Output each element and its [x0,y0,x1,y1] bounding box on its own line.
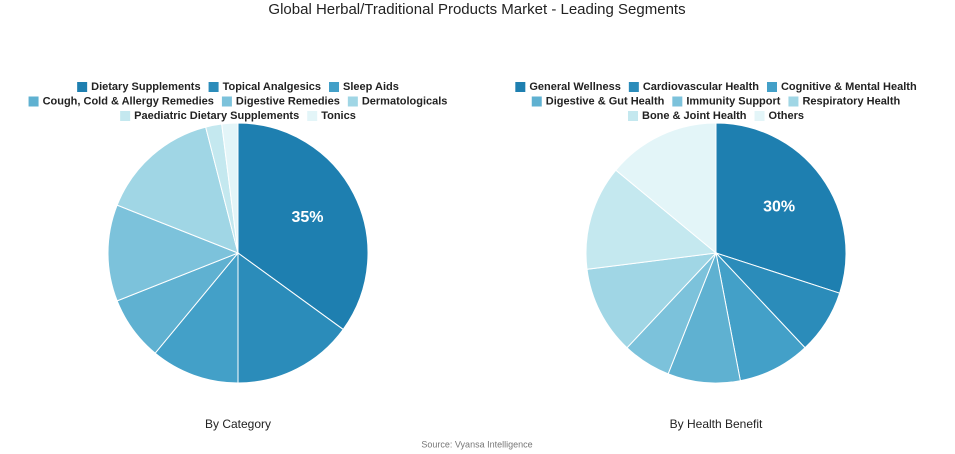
pie-slice [116,126,239,254]
legend-swatch [515,82,526,92]
source: Source: Vyansa Intelligence [421,439,532,449]
pie-title: By Category [205,417,271,431]
legend-swatch [766,82,777,92]
legend-swatch [628,111,639,121]
legend-label: Sleep Aids [343,81,399,93]
legend-swatch [208,82,219,92]
legend-swatch [307,111,318,121]
legend-swatch [77,82,88,92]
pie-slice [585,169,718,270]
chart-title: Global Herbal/Traditional Products Marke… [268,1,685,18]
pie-title: By Health Benefit [670,417,763,431]
legend-label: Respiratory Health [802,95,900,107]
pie-slice [107,204,240,302]
data-label: 30% [763,198,795,215]
pie-slice [154,251,239,384]
legend-label: Cough, Cold & Allergy Remedies [43,95,214,107]
legend-label: Topical Analgesics [223,81,321,93]
legend-swatch [788,96,799,107]
pie-slice [237,122,369,331]
data-label: 35% [291,209,323,226]
legend-label: Immunity Support [686,95,780,107]
legend-swatch [329,82,339,92]
legend-swatch [628,82,639,92]
pie-slice [237,252,344,384]
legend-label: Others [769,110,804,122]
legend-swatch [672,96,683,107]
legend-label: Dermatologicals [362,95,448,107]
pie-slice [586,252,718,349]
legend-label: Digestive Remedies [236,95,340,107]
pie-slice [221,122,239,254]
legend-label: Cognitive & Mental Health [781,81,917,93]
legend-label: Digestive & Gut Health [546,95,665,107]
legend-swatch [531,96,542,107]
legend-swatch [28,96,39,107]
pie-slice [715,122,847,294]
legend-swatch [221,96,232,107]
legend-label: Paediatric Dietary Supplements [134,110,299,122]
legend-label: Cardiovascular Health [643,81,759,93]
legend-label: Dietary Supplements [91,81,200,93]
pie-slice [615,122,717,255]
legend-swatch [754,111,765,121]
legend-swatch [347,96,358,107]
legend-label: Bone & Joint Health [642,110,747,122]
legend-swatch [120,111,131,121]
legend-label: Tonics [321,110,356,122]
legend-label: General Wellness [529,81,621,93]
